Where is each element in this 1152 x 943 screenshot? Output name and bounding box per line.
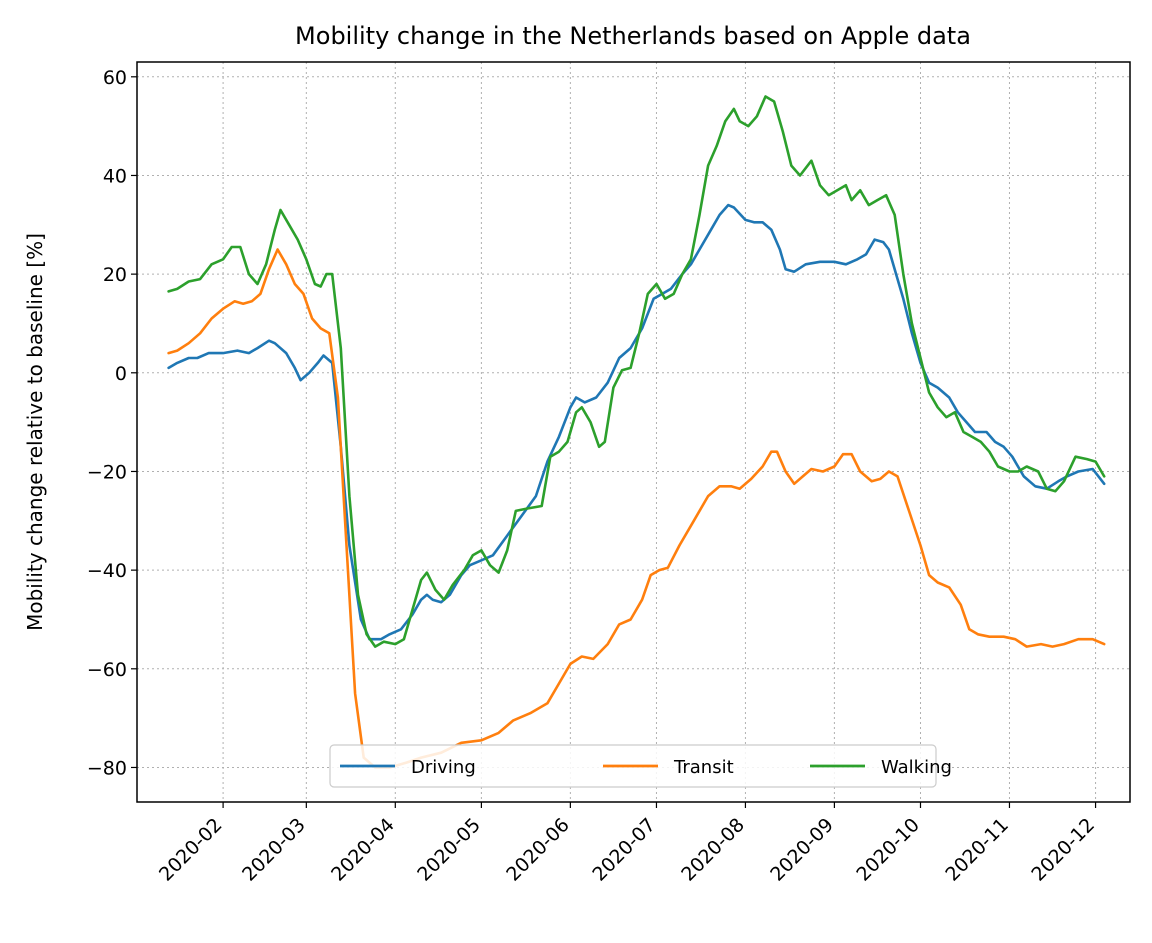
y-tick-label: 0: [115, 363, 127, 385]
y-axis: −80 −60 −40 −20 0 20 40 60: [87, 67, 137, 779]
y-tick-label: −60: [87, 659, 127, 681]
y-tick-label: 60: [103, 67, 127, 89]
legend-label-driving: Driving: [411, 757, 476, 778]
plot-frame: [136, 61, 1131, 803]
legend-label-transit: Transit: [673, 757, 734, 778]
series-line-driving: [167, 203, 1106, 641]
series-line-walking: [167, 95, 1106, 648]
y-tick-label: −40: [87, 560, 127, 582]
legend: Driving Transit Walking: [329, 744, 952, 788]
y-tick-label: 40: [103, 165, 127, 187]
y-axis-label: Mobility change relative to baseline [%]: [23, 233, 47, 631]
legend-label-walking: Walking: [881, 757, 952, 778]
y-tick-label: 20: [103, 264, 127, 286]
y-tick-label: −20: [87, 461, 127, 483]
series-line-transit: [167, 248, 1106, 769]
y-tick-label: −80: [87, 757, 127, 779]
chart-title: Mobility change in the Netherlands based…: [295, 22, 971, 50]
series-lines: [167, 95, 1106, 769]
